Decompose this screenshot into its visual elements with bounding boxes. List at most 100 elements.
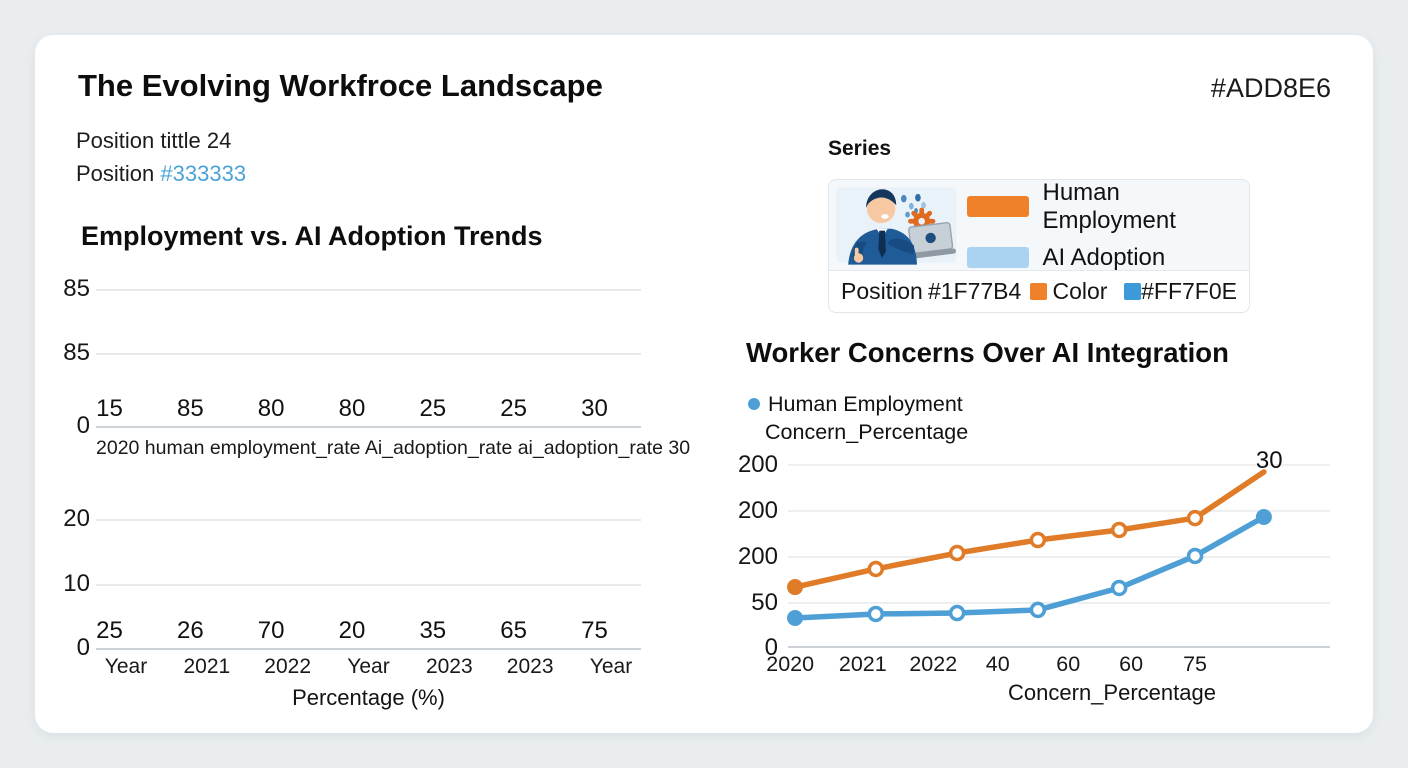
- bar-group: 25: [419, 289, 479, 426]
- legend-entry: AI Adoption: [967, 244, 1243, 272]
- chart3-legend: Human Employment Concern_Percentage: [748, 390, 968, 446]
- bar-group: 80: [338, 289, 398, 426]
- bar-group: 35: [419, 519, 479, 648]
- chart3-title: Worker Concerns Over AI Integration: [746, 337, 1229, 368]
- bar-group: 25: [96, 519, 156, 648]
- gridline: [96, 289, 641, 291]
- concern-orange-marker: [867, 560, 885, 578]
- chart3-x-axis-labels: 2020 2021 2022 40 60 60 75: [766, 652, 1383, 678]
- position-label: Position: [76, 161, 155, 186]
- y-tick-label: 0: [76, 412, 90, 439]
- bar-group: 70: [258, 519, 318, 648]
- laptop-icon: [905, 221, 956, 260]
- bar-value-label: 70: [257, 617, 285, 644]
- concern-blue-marker: [1186, 547, 1204, 565]
- concern-orange-marker: [787, 579, 804, 596]
- bar-group: 75: [581, 519, 641, 648]
- bar-value-label: 25: [419, 395, 447, 422]
- chart3-x-axis-title: Concern_Percentage: [1008, 680, 1216, 705]
- concern-blue-marker: [1255, 508, 1272, 525]
- bar-group: 30: [581, 289, 641, 426]
- y-tick-label: 0: [76, 634, 90, 661]
- x-tick-label: 2023: [506, 655, 554, 678]
- bar-group: 85: [177, 289, 237, 426]
- line-chart-svg: [787, 464, 1330, 648]
- chart1-plot-wrap: 15 85 80 80 25 25 30 2020 human employment_rat…: [96, 289, 690, 460]
- bar-group: 20: [338, 519, 398, 648]
- footer-color-label: Color: [1052, 278, 1108, 304]
- page-title: The Evolving Workfroce Landscape: [78, 68, 603, 103]
- x-tick-label: 60: [1119, 652, 1144, 676]
- position-title-line: Position tittle 24: [76, 128, 232, 153]
- legend-dot-icon: [748, 398, 760, 410]
- series-legend-main: Human Employment AI Adoption: [829, 179, 1249, 272]
- x-tick-label: 2020: [766, 652, 815, 676]
- chart2-y-axis: 20 10 0: [62, 505, 92, 661]
- bar-group: 80: [258, 289, 318, 426]
- x-tick-label: 2023: [425, 655, 473, 678]
- series-legend-entries: Human Employment AI Adoption: [967, 179, 1243, 272]
- bar-value-label: 65: [500, 617, 527, 644]
- ai-adoption-swatch: [967, 247, 1030, 268]
- chart2-plot-wrap: 25 26 70 20 35 65 75 Year 2021 2022 Year 2023 2023 Y…: [96, 519, 641, 711]
- x-tick-label: 2021: [183, 655, 231, 678]
- chart2-x-axis-title: Percentage (%): [292, 685, 445, 710]
- concern-orange-line: [792, 469, 1267, 590]
- y-tick-label: 85: [63, 275, 90, 302]
- worker-illustration: [835, 187, 957, 265]
- legend-entry-label: AI Adoption: [1042, 243, 1166, 271]
- data-droplets-icon: [900, 193, 926, 218]
- chart3-legend-line1: Human Employment: [748, 390, 968, 418]
- concern-orange-marker: [1110, 521, 1128, 539]
- x-tick-label: 75: [1183, 652, 1207, 676]
- percentage-bar-chart: 20 10 0 25 26 70 20 35 65 75 Year 2021 2022 Year 202…: [62, 505, 641, 711]
- concern-blue-marker: [1110, 579, 1128, 597]
- bar-group: 25: [500, 289, 560, 426]
- chart1-y-axis: 85 85 0: [62, 275, 92, 439]
- series-legend-card: Human Employment AI Adoption Position #1…: [828, 179, 1250, 313]
- x-tick-label: 2022: [909, 652, 958, 676]
- legend-entry: Human Employment: [967, 179, 1243, 235]
- y-tick-label: 20: [63, 505, 90, 532]
- bar-value-label: 35: [419, 617, 447, 644]
- series-legend-footer: Position #1F77B4 Color #FF7F0E: [829, 270, 1249, 312]
- position-color-value: #333333: [160, 161, 247, 186]
- dashboard-card: The Evolving Workfroce Landscape #ADD8E6…: [35, 35, 1373, 733]
- footer-orange-swatch: [1030, 283, 1048, 300]
- y-tick-label: 0: [764, 634, 778, 661]
- chart3-legend-line2: Concern_Percentage: [765, 420, 969, 444]
- concern-orange-marker: [1186, 509, 1204, 527]
- y-tick-label: 200: [737, 496, 778, 524]
- bar-value-label: 85: [176, 395, 204, 422]
- x-tick-label: 60: [1056, 652, 1081, 676]
- bar-group: 65: [500, 519, 560, 648]
- y-tick-label: 10: [63, 569, 90, 597]
- position-color-line: Position #333333: [76, 161, 246, 187]
- x-tick-label: Year: [104, 655, 148, 678]
- x-tick-label: 2021: [838, 652, 887, 676]
- gridline: [96, 583, 641, 586]
- x-tick-label: Year: [347, 655, 390, 678]
- chart3-plot-area: 30: [787, 447, 1330, 648]
- bar-value-label: 75: [581, 617, 608, 644]
- gridline: [96, 352, 641, 355]
- human-employment-swatch: [967, 196, 1030, 217]
- bar-value-label: 25: [500, 395, 527, 422]
- footer-position-label: Position: [841, 278, 923, 304]
- footer-color-value: #FF7F0E: [1141, 278, 1237, 304]
- concern-blue-marker: [867, 605, 885, 623]
- chart3-y-axis: 200 200 200 50 0: [735, 451, 780, 661]
- legend-entry-label: Human Employment: [1042, 179, 1176, 234]
- chart3-plot-wrap: 30 2020 2021 2022 40 60 60 75 Concern_Percenta…: [766, 447, 1383, 706]
- bar-value-label: 30: [581, 395, 608, 422]
- gridline: [96, 519, 641, 521]
- y-tick-label: 200: [737, 543, 778, 571]
- bar-value-label: 20: [338, 617, 366, 644]
- concern-orange-marker: [948, 544, 966, 562]
- chart1-title: Employment vs. AI Adoption Trends: [81, 221, 543, 251]
- y-tick-label: 200: [737, 451, 778, 478]
- chart2-plot-area: 25 26 70 20 35 65 75: [96, 519, 641, 650]
- concern-blue-marker: [948, 604, 966, 622]
- bar-group: 26: [177, 519, 237, 648]
